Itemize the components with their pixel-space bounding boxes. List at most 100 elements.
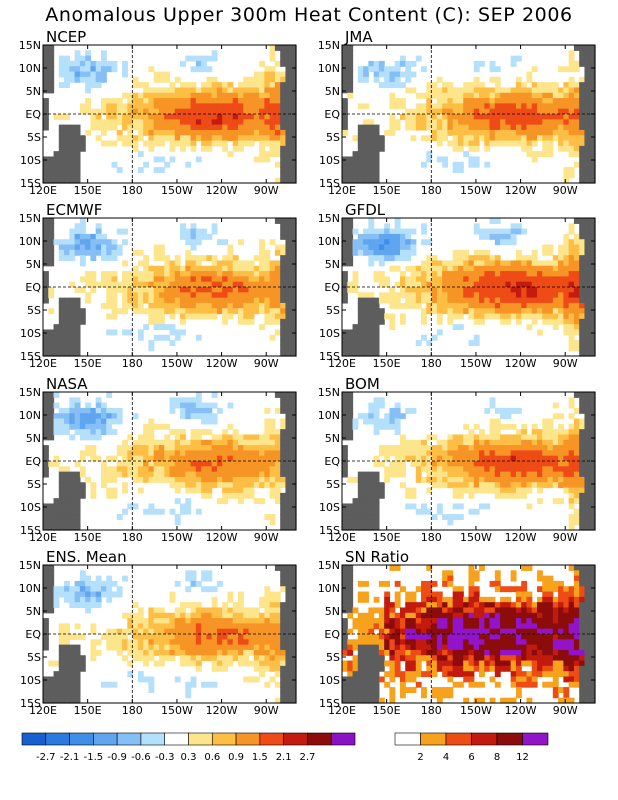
contour-field bbox=[43, 392, 297, 531]
colorbar-label: 2.7 bbox=[299, 752, 315, 763]
colorbar-swatch bbox=[522, 732, 549, 746]
lon-tick-label: 150E bbox=[74, 184, 102, 197]
lon-tick-label: 150E bbox=[74, 704, 102, 717]
lat-tick-label: 15S bbox=[319, 177, 340, 190]
colorbar-swatch bbox=[496, 732, 523, 746]
colorbar-label: 0.6 bbox=[204, 752, 220, 763]
lon-tick-label: 120E bbox=[29, 357, 57, 370]
colorbar-swatch bbox=[307, 732, 332, 746]
lon-tick-label: 90W bbox=[553, 531, 578, 544]
lon-tick-label: 120E bbox=[328, 531, 356, 544]
lon-tick-label: 120W bbox=[206, 531, 238, 544]
colorbar-swatch bbox=[211, 732, 237, 746]
colorbar-swatch bbox=[140, 732, 166, 746]
lat-tick-label: 5S bbox=[27, 131, 41, 144]
colorbar-swatch bbox=[116, 732, 142, 746]
lon-tick-label: 150E bbox=[373, 184, 401, 197]
panel-label: ECMWF bbox=[46, 201, 102, 219]
colorbar-swatch bbox=[188, 732, 213, 746]
lon-tick-label: 180 bbox=[421, 184, 442, 197]
lat-tick-label: EQ bbox=[324, 455, 340, 468]
contour-field bbox=[342, 45, 596, 184]
lon-tick-label: 150W bbox=[161, 184, 193, 197]
lat-tick-label: 15N bbox=[318, 386, 340, 399]
colorbar-swatch bbox=[394, 732, 421, 746]
panel-label: GFDL bbox=[345, 201, 386, 219]
lon-tick-label: 150W bbox=[161, 531, 193, 544]
lat-tick-label: EQ bbox=[324, 108, 340, 121]
lat-tick-label: 15N bbox=[318, 212, 340, 225]
colorbar-label: 6 bbox=[468, 752, 474, 763]
lon-tick-label: 180 bbox=[421, 704, 442, 717]
colorbar-label: -0.6 bbox=[131, 752, 151, 763]
lon-tick-label: 150W bbox=[161, 357, 193, 370]
colorbar-swatch bbox=[69, 732, 94, 746]
contour-field bbox=[43, 218, 297, 357]
lat-tick-label: 10N bbox=[318, 582, 340, 595]
map-panel-gfdl: 120E 150E 180 150W 120W 90W 15N 10N 5N EQ 5S 10S 15S… bbox=[318, 201, 596, 370]
lat-tick-label: 5N bbox=[325, 605, 340, 618]
contour-field bbox=[342, 565, 596, 704]
lon-tick-label: 150E bbox=[373, 357, 401, 370]
lat-tick-label: 10N bbox=[318, 235, 340, 248]
lon-tick-label: 90W bbox=[254, 531, 279, 544]
lon-tick-label: 180 bbox=[122, 184, 143, 197]
lon-tick-label: 150W bbox=[161, 704, 193, 717]
panel-label: ENS. Mean bbox=[46, 548, 127, 566]
sn-ratio-colorbar: 2 4 6 8 12 bbox=[394, 732, 549, 763]
panel-label: SN Ratio bbox=[345, 548, 409, 566]
lat-tick-label: EQ bbox=[25, 281, 41, 294]
lat-tick-label: 15S bbox=[319, 350, 340, 363]
contour-field bbox=[43, 45, 297, 184]
figure-title: Anomalous Upper 300m Heat Content (C): S… bbox=[45, 4, 573, 26]
colorbar-label: 0.3 bbox=[181, 752, 197, 763]
lat-tick-label: 5S bbox=[326, 651, 340, 664]
lon-tick-label: 120W bbox=[206, 357, 238, 370]
lon-tick-label: 180 bbox=[421, 531, 442, 544]
lat-tick-label: 15S bbox=[20, 697, 41, 710]
lon-tick-label: 120E bbox=[328, 357, 356, 370]
lat-tick-label: EQ bbox=[324, 628, 340, 641]
lon-tick-label: 120E bbox=[29, 704, 57, 717]
lat-tick-label: 15N bbox=[19, 386, 41, 399]
lat-tick-label: 5N bbox=[26, 432, 41, 445]
colorbar-label: 2.1 bbox=[276, 752, 292, 763]
contour-field bbox=[43, 565, 297, 704]
anomaly-colorbar: -2.7 -2.1 -1.5 -0.9 -0.6 -0.3 0.3 0.6 0.9 1.5 2.1 2… bbox=[21, 732, 356, 763]
lat-tick-label: 10N bbox=[19, 235, 41, 248]
colorbar-label: -1.5 bbox=[84, 752, 104, 763]
colorbar-label: -0.3 bbox=[155, 752, 175, 763]
lon-tick-label: 120W bbox=[505, 184, 537, 197]
lat-tick-label: 5N bbox=[325, 432, 340, 445]
lat-tick-label: EQ bbox=[25, 108, 41, 121]
lon-tick-label: 120W bbox=[505, 704, 537, 717]
lat-tick-label: 15N bbox=[19, 39, 41, 52]
lat-tick-label: 5N bbox=[325, 258, 340, 271]
map-panel-nasa: 120E 150E 180 150W 120W 90W 15N 10N 5N EQ 5S 10S 15S… bbox=[19, 375, 297, 544]
lat-tick-label: 10S bbox=[20, 501, 41, 514]
map-panel-ncep: 120E 150E 180 150W 120W 90W 15N 10N 5N EQ 5S 10S 15S… bbox=[19, 28, 297, 197]
lat-tick-label: 5S bbox=[27, 304, 41, 317]
lon-tick-label: 120E bbox=[328, 184, 356, 197]
lat-tick-label: 5N bbox=[26, 85, 41, 98]
lat-tick-label: 15N bbox=[19, 559, 41, 572]
map-panel-ecmwf: 120E 150E 180 150W 120W 90W 15N 10N 5N EQ 5S 10S 15S… bbox=[19, 201, 297, 370]
lon-tick-label: 180 bbox=[421, 357, 442, 370]
panel-label: NASA bbox=[46, 375, 88, 393]
map-panel-ens-mean: 120E 150E 180 150W 120W 90W 15N 10N 5N EQ 5S 10S 15S… bbox=[19, 548, 297, 717]
colorbar-label: 8 bbox=[494, 752, 500, 763]
colorbar-label: 0.9 bbox=[228, 752, 244, 763]
lon-tick-label: 120W bbox=[505, 357, 537, 370]
lat-tick-label: 10N bbox=[19, 62, 41, 75]
lon-tick-label: 150W bbox=[460, 531, 492, 544]
lat-tick-label: 10N bbox=[19, 409, 41, 422]
lat-tick-label: 10S bbox=[20, 154, 41, 167]
lon-tick-label: 120E bbox=[29, 531, 57, 544]
colorbar-label: 12 bbox=[516, 752, 529, 763]
lat-tick-label: 10N bbox=[19, 582, 41, 595]
lon-tick-label: 150E bbox=[74, 357, 102, 370]
lon-tick-label: 90W bbox=[254, 184, 279, 197]
colorbar-label: 2 bbox=[417, 752, 423, 763]
contour-field bbox=[342, 392, 596, 531]
